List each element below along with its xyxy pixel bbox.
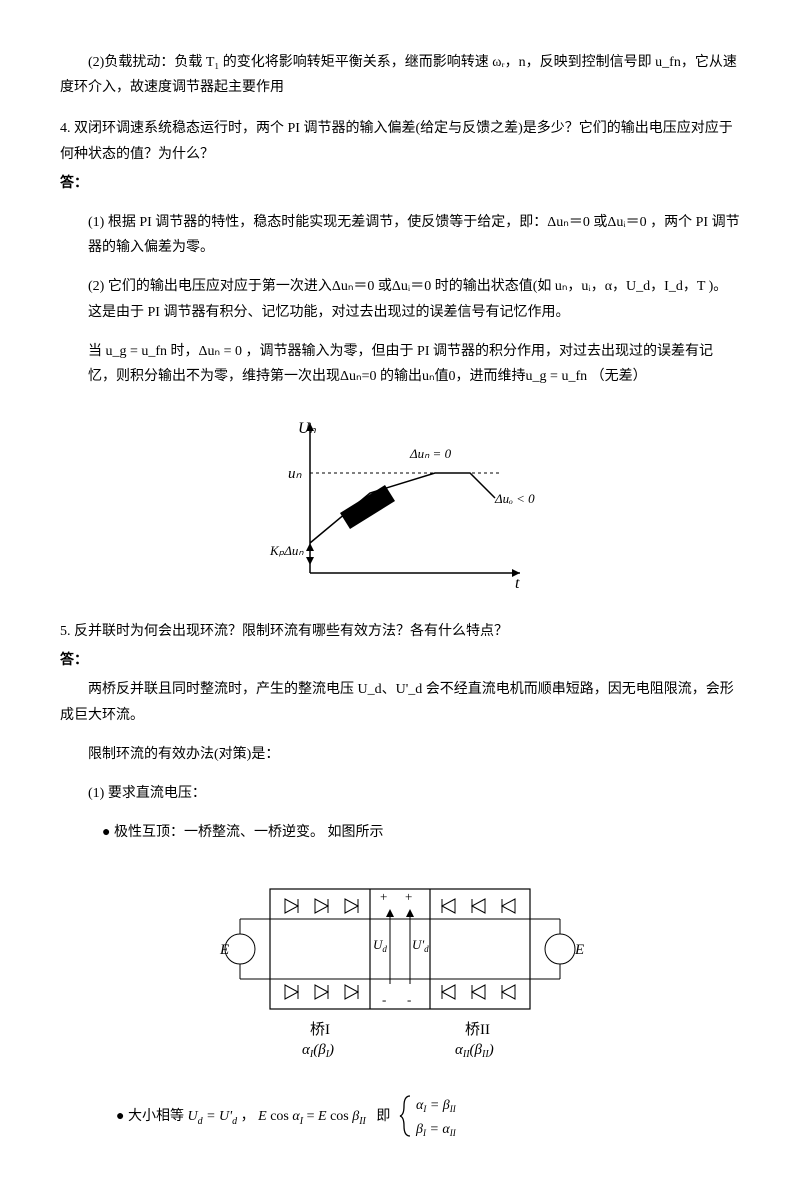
figure-bridge-circuit: E E + + - - Ud U'd 桥I 桥II αI bbox=[190, 859, 610, 1079]
figure-pi-chart: Uₙ t uₙ KₚΔuₙ Δuₙ = 0 Δuₒ < 0 bbox=[240, 403, 560, 603]
answer-5-1: 两桥反并联且同时整流时，产生的整流电压 U_d、U'_d 会不经直流电机而顺串短… bbox=[60, 677, 740, 727]
E-left: E bbox=[219, 942, 229, 958]
E-right: E bbox=[574, 942, 584, 958]
question-4: 4. 双闭环调速系统稳态运行时，两个 PI 调节器的输入偏差(给定与反馈之差)是… bbox=[60, 116, 740, 166]
minus1: - bbox=[382, 992, 386, 1007]
duo-label: Δuₒ < 0 bbox=[494, 491, 535, 506]
svg-text:βI = αII: βI = αII bbox=[415, 1122, 457, 1138]
answer-5-3: (1) 要求直流电压： bbox=[88, 781, 740, 806]
figure-2-container: E E + + - - Ud U'd 桥I 桥II αI bbox=[60, 859, 740, 1079]
dun0-label: Δuₙ = 0 bbox=[409, 446, 452, 461]
paragraph-load-disturbance: (2)负载扰动：负载 T₁ 的变化将影响转矩平衡关系，继而影响转速 ωᵣ，n，反… bbox=[60, 50, 740, 100]
answer-4-2: (2) 它们的输出电压应对应于第一次进入Δuₙ＝0 或Δuᵢ＝0 时的输出状态值… bbox=[88, 274, 740, 324]
alpha1-label: αI(βI) bbox=[302, 1042, 334, 1060]
thyristors-right-top bbox=[442, 899, 515, 913]
question-5: 5. 反并联时为何会出现环流？限制环流有哪些有效方法？各有什么特点？ bbox=[60, 619, 740, 644]
bullet-polarity: ● 极性互顶：一桥整流、一桥逆变。 如图所示 bbox=[116, 820, 740, 845]
bullet-equal-magnitude: ● 大小相等 Ud = U'd ， E cos αI = E cos βII 即… bbox=[116, 1091, 740, 1141]
answer-5-2: 限制环流的有效办法(对策)是： bbox=[88, 742, 740, 767]
bridge2-label: 桥II bbox=[465, 1021, 490, 1038]
minus2: - bbox=[407, 992, 411, 1007]
answer-4-1: (1) 根据 PI 调节器的特性，稳态时能实现无差调节，使反馈等于给定，即：Δu… bbox=[88, 210, 740, 260]
alpha2-label: αII(βII) bbox=[455, 1042, 494, 1060]
answer-4-3: 当 u_g = u_fn 时，Δuₙ = 0 ，调节器输入为零，但由于 PI 调… bbox=[88, 339, 740, 389]
bullet-2-text: ● 大小相等 Ud = U'd ， E cos αI = E cos βII 即 bbox=[116, 1104, 390, 1129]
plus1: + bbox=[380, 889, 387, 904]
ylabel: Uₙ bbox=[298, 420, 317, 437]
un-label: uₙ bbox=[288, 466, 303, 482]
thyristors-left-bottom bbox=[285, 985, 358, 999]
xlabel: t bbox=[515, 575, 520, 592]
ud-label: Ud bbox=[373, 937, 387, 954]
answer-label-5: 答： bbox=[60, 648, 740, 673]
udp-label: U'd bbox=[412, 937, 429, 954]
kp-label: KₚΔuₙ bbox=[269, 543, 304, 558]
plus2: + bbox=[405, 889, 412, 904]
brace-equation: αI = βII βI = αII bbox=[398, 1091, 508, 1141]
bridge1-label: 桥I bbox=[310, 1021, 330, 1038]
svg-text:αI = βII: αI = βII bbox=[416, 1098, 457, 1114]
thyristors-right-bottom bbox=[442, 985, 515, 999]
figure-1-container: Uₙ t uₙ KₚΔuₙ Δuₙ = 0 Δuₒ < 0 bbox=[60, 403, 740, 603]
thyristors-left-top bbox=[285, 899, 358, 913]
answer-label-4: 答： bbox=[60, 171, 740, 196]
